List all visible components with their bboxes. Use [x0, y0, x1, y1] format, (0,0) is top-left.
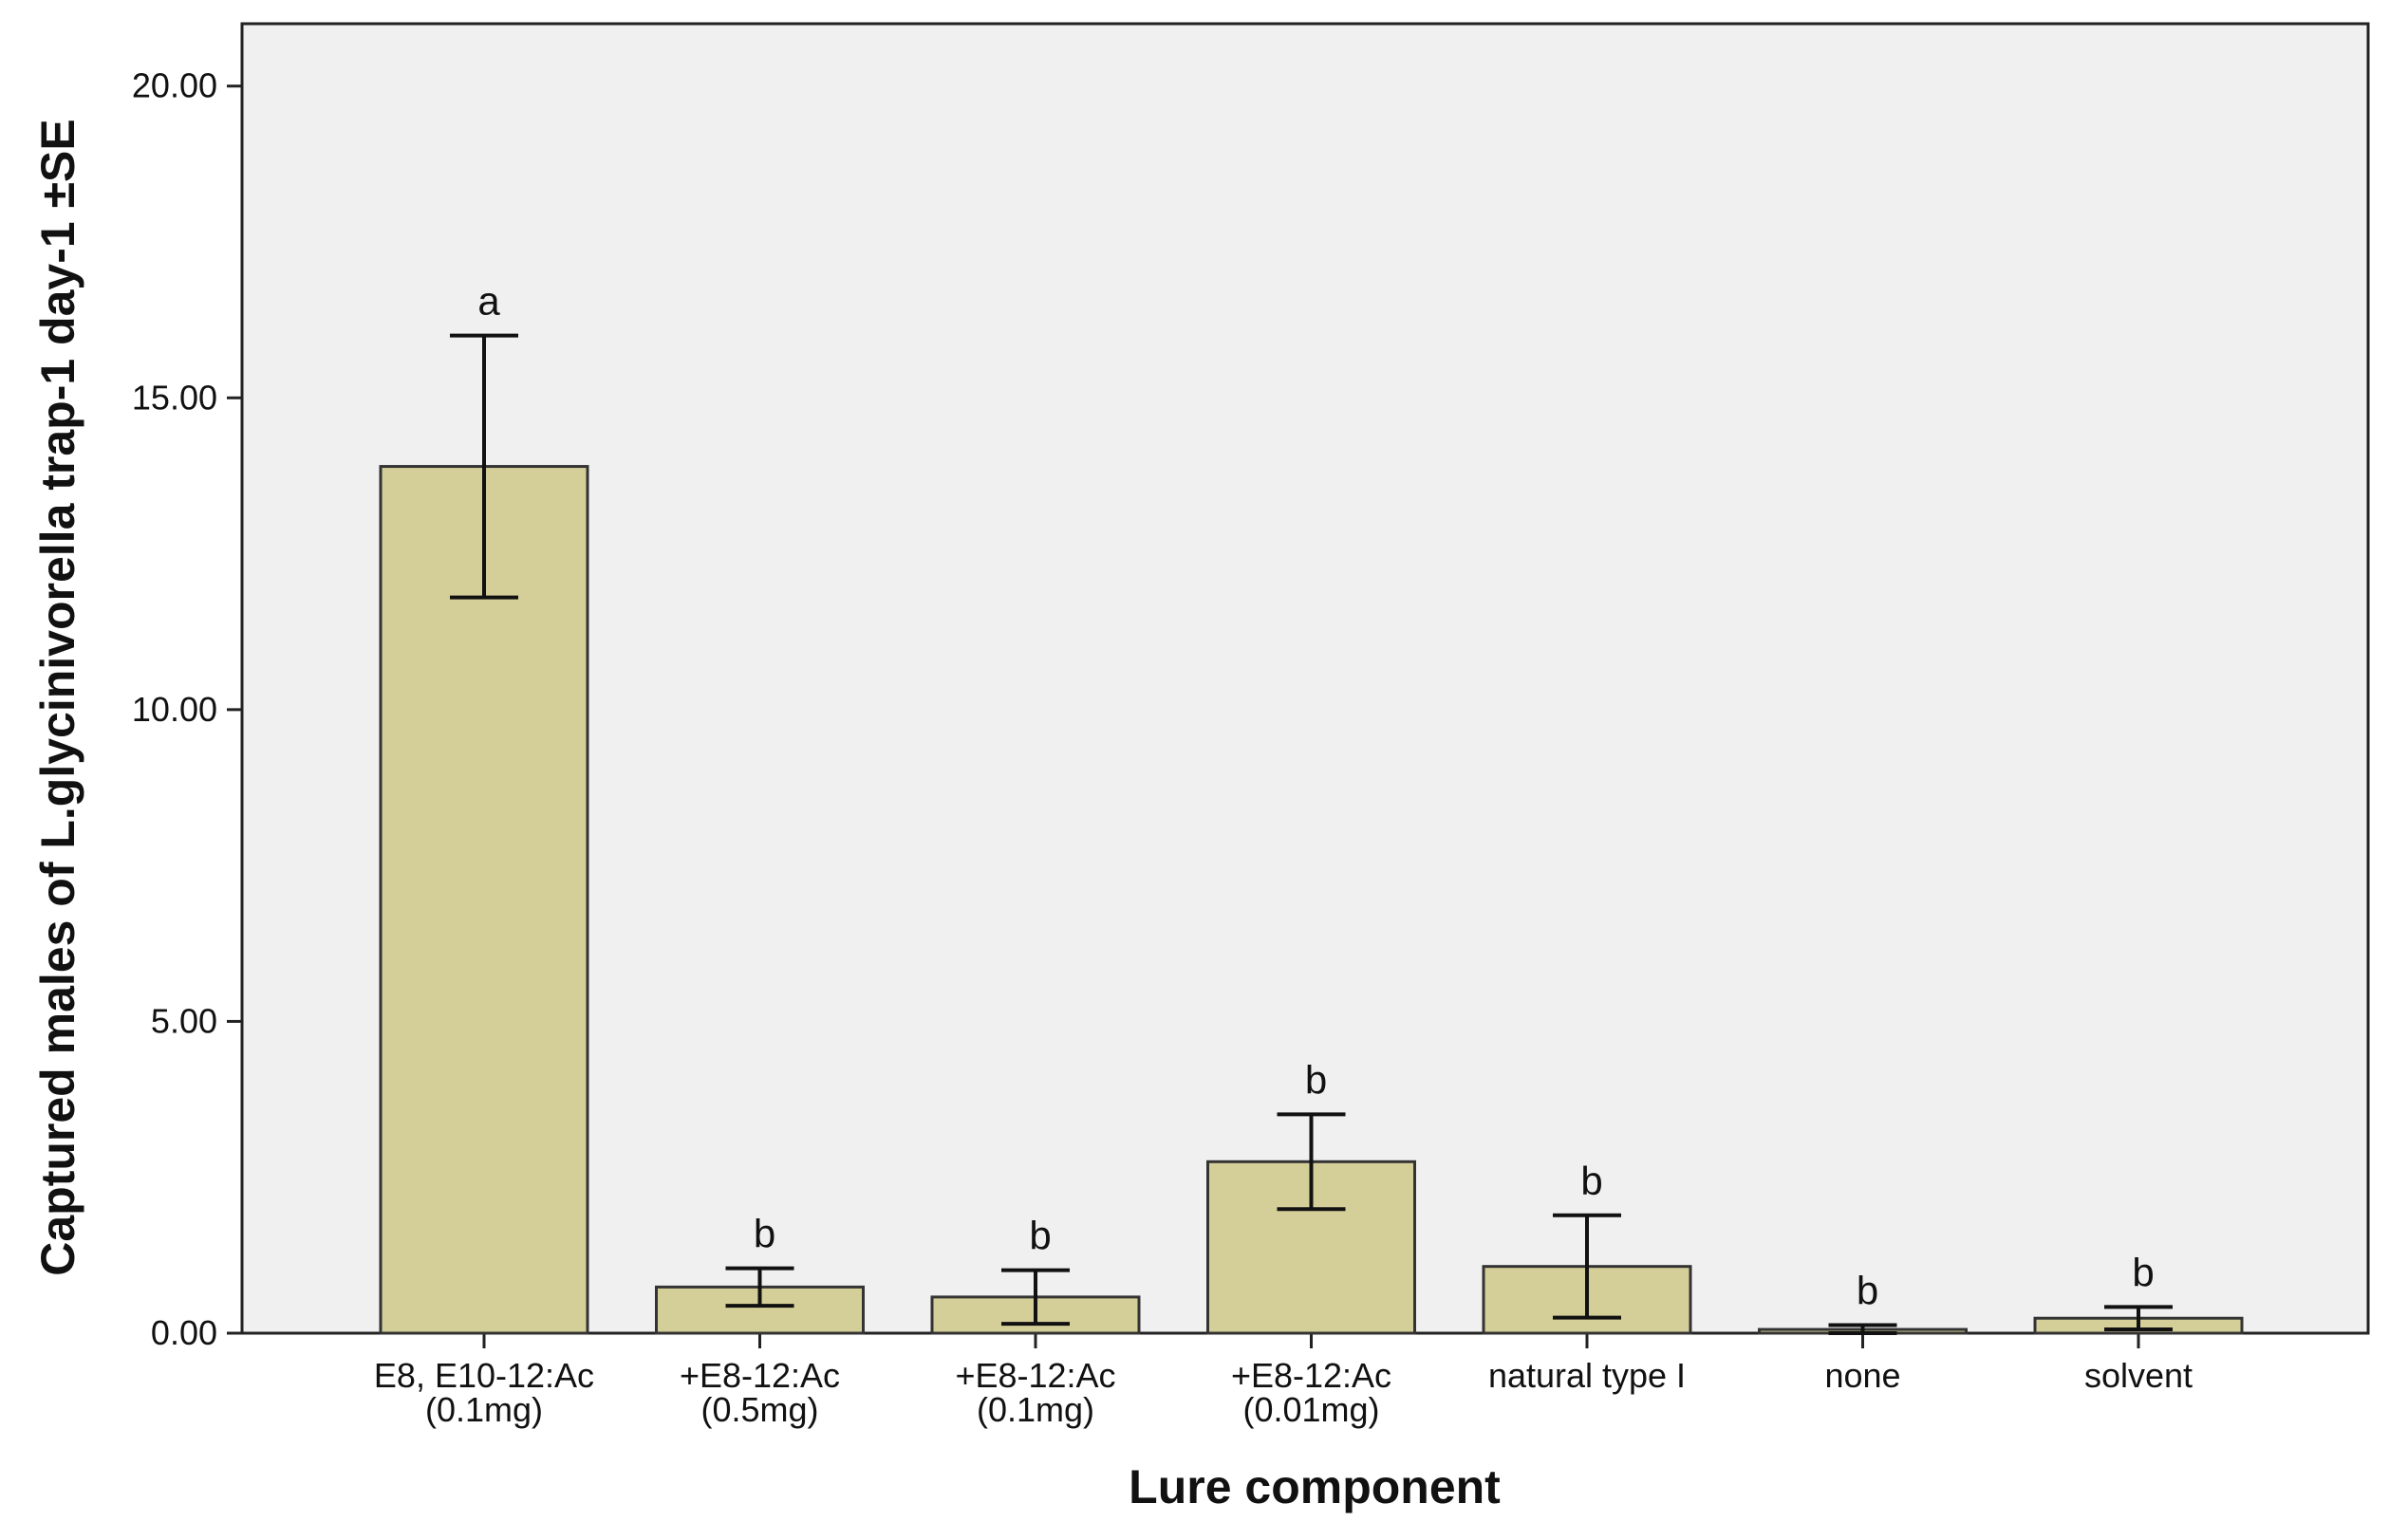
x-tick-label: solvent	[2084, 1356, 2193, 1395]
x-tick-label: (0.5mg)	[700, 1390, 818, 1429]
y-axis: 0.00 5.00 10.00 15.00 20.00	[132, 66, 242, 1352]
significance-label: b	[2132, 1250, 2154, 1294]
x-tick-label: E8, E10-12:Ac	[374, 1356, 594, 1395]
y-tick-label: 5.00	[151, 1001, 217, 1040]
significance-label: a	[477, 279, 500, 324]
significance-label: b	[1305, 1057, 1327, 1102]
significance-label: b	[1857, 1268, 1878, 1312]
significance-label: b	[1580, 1159, 1602, 1203]
x-tick-label: none	[1824, 1356, 1900, 1395]
y-tick-label: 10.00	[132, 690, 217, 729]
x-axis: E8, E10-12:Ac(0.1mg)+E8-12:Ac(0.5mg)+E8-…	[374, 1333, 2193, 1429]
y-axis-title: Captured males of L.glycinivorella trap-…	[31, 119, 84, 1275]
x-tick-label: +E8-12:Ac	[955, 1356, 1115, 1395]
significance-label: b	[754, 1212, 775, 1256]
x-tick-label: +E8-12:Ac	[1231, 1356, 1391, 1395]
y-tick-label: 0.00	[151, 1313, 217, 1352]
x-axis-title: Lure component	[1129, 1460, 1501, 1513]
error-bars	[450, 333, 2173, 1335]
bar	[379, 465, 589, 1335]
y-tick-label: 20.00	[132, 66, 217, 105]
significance-label: b	[1029, 1214, 1051, 1258]
x-tick-label: natural type I	[1488, 1356, 1686, 1395]
x-tick-label: (0.01mg)	[1242, 1390, 1379, 1429]
y-tick-label: 15.00	[132, 378, 217, 417]
x-tick-label: +E8-12:Ac	[680, 1356, 840, 1395]
x-tick-label: (0.1mg)	[425, 1390, 543, 1429]
significance-labels: a b b b b b b	[477, 279, 2154, 1313]
x-tick-label: (0.1mg)	[977, 1390, 1094, 1429]
